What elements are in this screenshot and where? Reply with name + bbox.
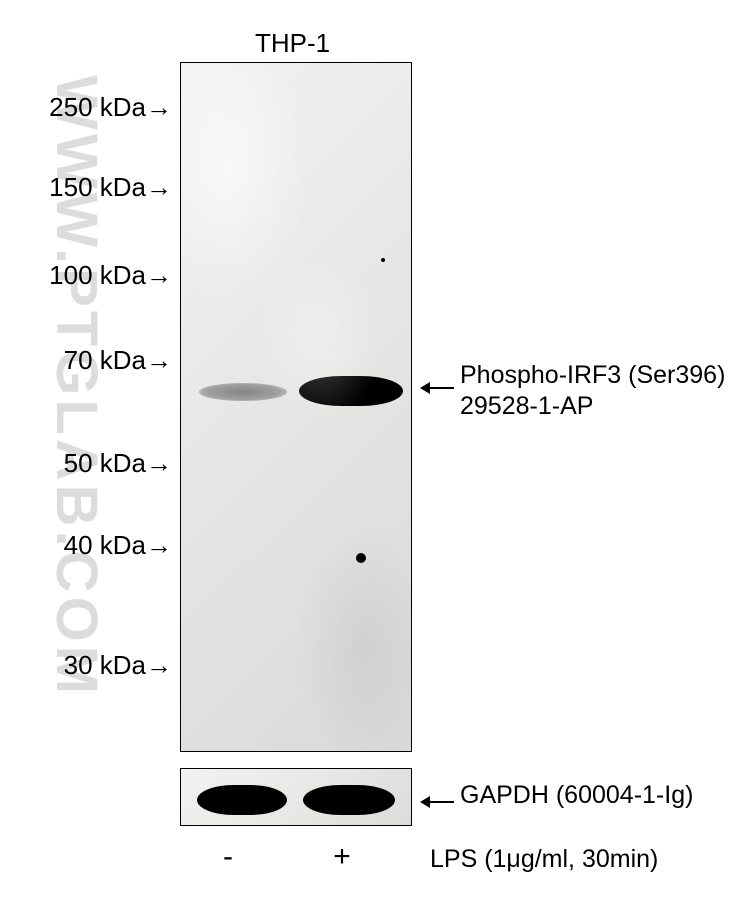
mw-100-text: 100 kDa bbox=[49, 260, 146, 290]
target-annotation: Phospho-IRF3 (Ser396) 29528-1-AP bbox=[460, 360, 725, 423]
target-line2: 29528-1-AP bbox=[460, 391, 725, 422]
target-line1: Phospho-IRF3 (Ser396) bbox=[460, 360, 725, 391]
mw-30: 30 kDa→ bbox=[64, 650, 172, 681]
mw-50-text: 50 kDa bbox=[64, 448, 146, 478]
treatment-label: LPS (1μg/ml, 30min) bbox=[430, 845, 658, 874]
mw-70: 70 kDa→ bbox=[64, 345, 172, 376]
band-lane1-pirf3 bbox=[199, 383, 287, 401]
loading-annotation: GAPDH (60004-1-Ig) bbox=[460, 780, 693, 811]
mw-250: 250 kDa→ bbox=[49, 92, 172, 123]
band-lane2-pirf3 bbox=[299, 376, 403, 406]
arrow-icon: → bbox=[146, 530, 172, 561]
arrow-icon: → bbox=[146, 448, 172, 479]
sample-label: THP-1 bbox=[255, 28, 330, 59]
loading-arrow-icon bbox=[420, 792, 454, 812]
arrow-icon: → bbox=[146, 92, 172, 123]
mw-150-text: 150 kDa bbox=[49, 172, 146, 202]
speck-1 bbox=[356, 553, 366, 563]
arrow-icon: → bbox=[146, 172, 172, 203]
mw-100: 100 kDa→ bbox=[49, 260, 172, 291]
arrow-icon: → bbox=[146, 345, 172, 376]
speck-2 bbox=[381, 258, 385, 262]
mw-150: 150 kDa→ bbox=[49, 172, 172, 203]
mw-40: 40 kDa→ bbox=[64, 530, 172, 561]
gapdh-blot-panel bbox=[180, 768, 412, 826]
band-lane2-gapdh bbox=[303, 785, 395, 815]
treatment-minus: - bbox=[218, 840, 238, 874]
main-blot-panel bbox=[180, 62, 412, 752]
mw-50: 50 kDa→ bbox=[64, 448, 172, 479]
mw-70-text: 70 kDa bbox=[64, 345, 146, 375]
band-lane1-gapdh bbox=[197, 785, 287, 815]
arrow-icon: → bbox=[146, 650, 172, 681]
treatment-plus: + bbox=[332, 840, 352, 874]
target-arrow-icon bbox=[420, 378, 454, 398]
watermark-text: WWW.PTGLAB.COM bbox=[43, 75, 110, 698]
mw-40-text: 40 kDa bbox=[64, 530, 146, 560]
mw-250-text: 250 kDa bbox=[49, 92, 146, 122]
figure-root: WWW.PTGLAB.COM THP-1 250 kDa→ 150 kDa→ 1… bbox=[0, 0, 750, 903]
arrow-icon: → bbox=[146, 260, 172, 291]
mw-30-text: 30 kDa bbox=[64, 650, 146, 680]
